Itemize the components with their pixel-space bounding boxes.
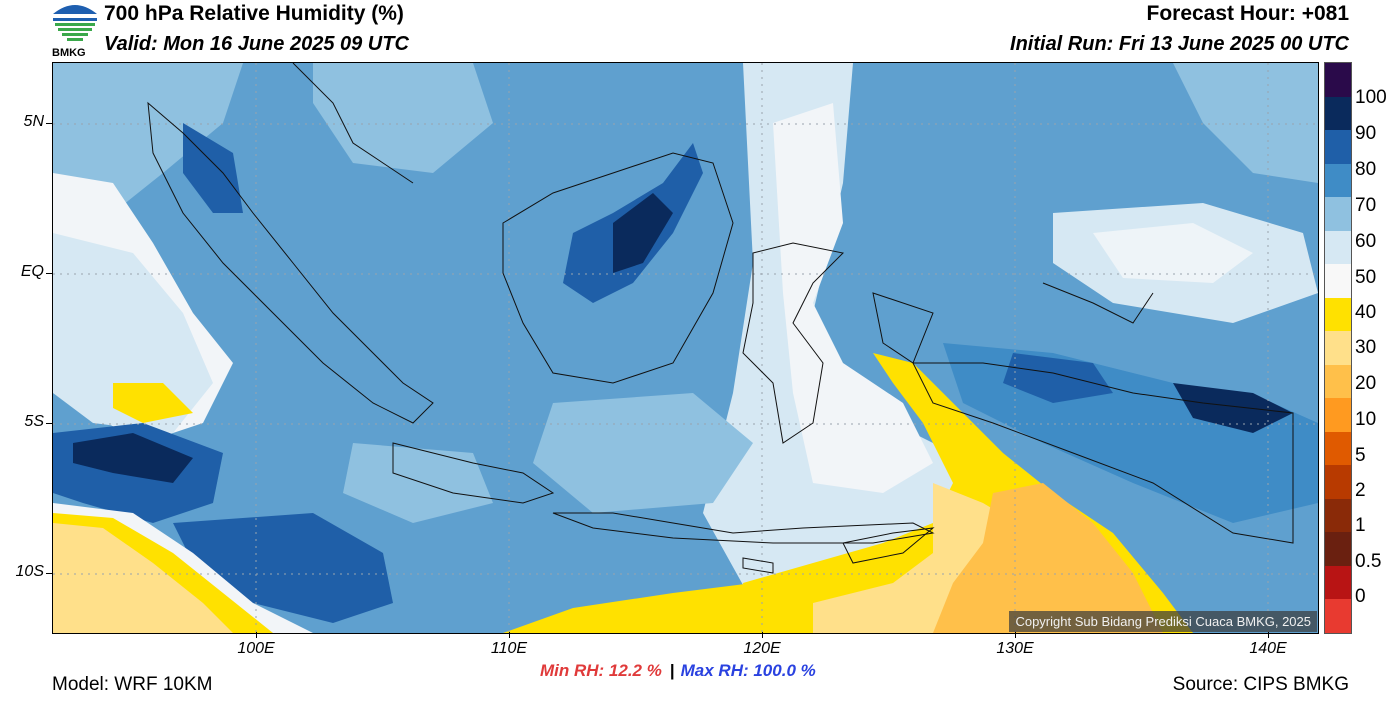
colorbar-segment bbox=[1325, 431, 1351, 466]
lat-tick-label: 5S bbox=[24, 413, 44, 430]
colorbar-label: 1 bbox=[1355, 515, 1366, 536]
lat-tick-mark bbox=[46, 123, 52, 124]
page-title: 700 hPa Relative Humidity (%) bbox=[104, 2, 404, 25]
lat-tick-label: 5N bbox=[23, 113, 44, 130]
colorbar-segment bbox=[1325, 565, 1351, 600]
colorbar-segment bbox=[1325, 498, 1351, 533]
max-rh: Max RH: 100.0 % bbox=[680, 661, 816, 680]
colorbar-label: 90 bbox=[1355, 123, 1377, 144]
lon-tick-label: 110E bbox=[490, 640, 528, 657]
colorbar-label: 80 bbox=[1355, 159, 1377, 180]
colorbar-segment bbox=[1325, 130, 1351, 164]
colorbar-segment bbox=[1325, 163, 1351, 198]
valid-time: Valid: Mon 16 June 2025 09 UTC bbox=[104, 33, 409, 55]
lon-tick-label: 100E bbox=[237, 640, 275, 657]
colorbar-segment bbox=[1325, 297, 1351, 332]
min-rh: Min RH: 12.2 % bbox=[540, 661, 662, 680]
colorbar-segment bbox=[1325, 63, 1351, 97]
colorbar-segment bbox=[1325, 96, 1351, 131]
logo-text: BMKG bbox=[52, 47, 86, 59]
lon-tick-label: 140E bbox=[1249, 640, 1287, 657]
colorbar bbox=[1324, 62, 1352, 634]
colorbar-label: 5 bbox=[1355, 445, 1366, 466]
colorbar-label: 60 bbox=[1355, 231, 1377, 252]
lon-tick-mark bbox=[1015, 632, 1016, 638]
source-label: Source: CIPS BMKG bbox=[1172, 674, 1349, 695]
forecast-hour: Forecast Hour: +081 bbox=[1146, 2, 1350, 25]
colorbar-label: 40 bbox=[1355, 302, 1377, 323]
colorbar-segment bbox=[1325, 264, 1351, 298]
colorbar-label: 0 bbox=[1355, 586, 1366, 607]
colorbar-label: 70 bbox=[1355, 195, 1377, 216]
separator: | bbox=[669, 661, 675, 680]
colorbar-segment bbox=[1325, 398, 1351, 432]
lat-tick-mark bbox=[46, 573, 52, 574]
copyright-notice: Copyright Sub Bidang Prediksi Cuaca BMKG… bbox=[1009, 611, 1317, 632]
colorbar-label: 100 bbox=[1355, 87, 1387, 108]
humidity-map[interactable]: Copyright Sub Bidang Prediksi Cuaca BMKG… bbox=[52, 62, 1319, 634]
humidity-field bbox=[53, 63, 1318, 633]
initial-run: Initial Run: Fri 13 June 2025 00 UTC bbox=[1010, 33, 1349, 55]
colorbar-label: 50 bbox=[1355, 267, 1377, 288]
colorbar-segment bbox=[1325, 465, 1351, 499]
lat-tick-label: EQ bbox=[20, 263, 44, 280]
colorbar-label: 20 bbox=[1355, 373, 1377, 394]
colorbar-label: 2 bbox=[1355, 480, 1366, 501]
lon-tick-label: 130E bbox=[996, 640, 1034, 657]
colorbar-segment bbox=[1325, 331, 1351, 365]
lon-tick-mark bbox=[256, 632, 257, 638]
rh-extremes: Min RH: 12.2 % | Max RH: 100.0 % bbox=[540, 661, 816, 681]
lon-tick-label: 120E bbox=[743, 640, 781, 657]
lon-tick-mark bbox=[762, 632, 763, 638]
colorbar-label: 30 bbox=[1355, 337, 1377, 358]
model-label: Model: WRF 10KM bbox=[52, 674, 213, 695]
lat-tick-mark bbox=[46, 273, 52, 274]
colorbar-label: 10 bbox=[1355, 409, 1377, 430]
colorbar-segment bbox=[1325, 364, 1351, 399]
lon-tick-mark bbox=[509, 632, 510, 638]
colorbar-segment bbox=[1325, 197, 1351, 231]
bmkg-logo bbox=[53, 5, 97, 41]
colorbar-segment bbox=[1325, 230, 1351, 265]
colorbar-segment bbox=[1325, 532, 1351, 566]
colorbar-label: 0.5 bbox=[1355, 551, 1382, 572]
colorbar-segment bbox=[1325, 599, 1351, 633]
lon-tick-mark bbox=[1268, 632, 1269, 638]
lat-tick-mark bbox=[46, 423, 52, 424]
lat-tick-label: 10S bbox=[15, 563, 44, 580]
